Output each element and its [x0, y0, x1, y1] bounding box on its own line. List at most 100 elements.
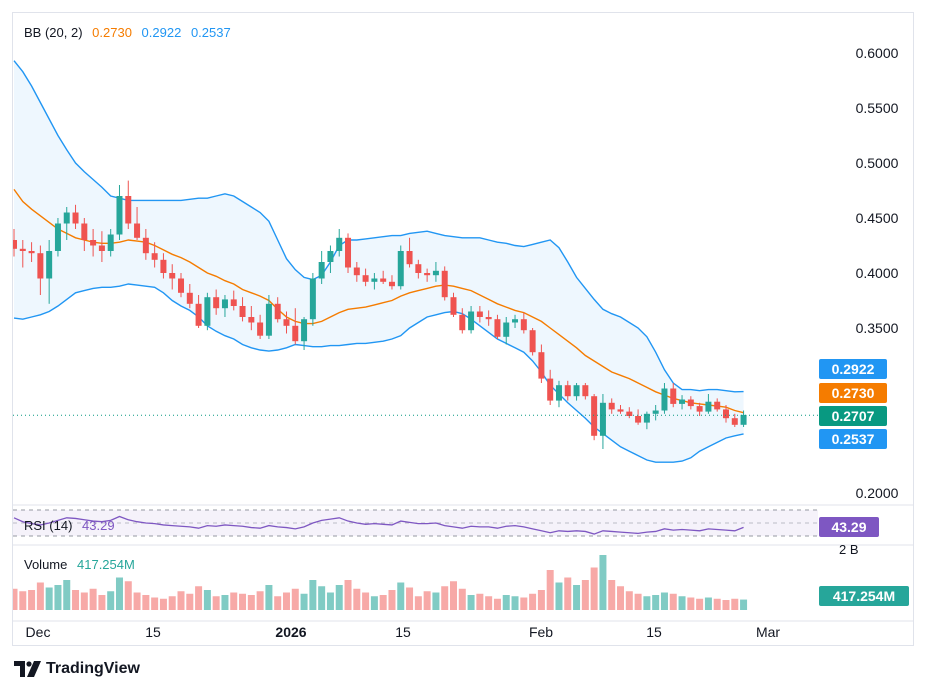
volume-bar	[432, 592, 440, 610]
volume-label: Volume	[24, 557, 68, 572]
candle-body	[468, 311, 475, 331]
candle-body	[345, 237, 352, 268]
candle-body	[564, 385, 571, 397]
last-price-badge-bg	[819, 406, 887, 426]
bb-legend[interactable]: BB (20, 2) 0.2730 0.2922 0.2537	[24, 25, 237, 40]
candle-body	[722, 409, 729, 419]
bb-lower-badge-bg	[819, 429, 887, 449]
candle-body	[538, 352, 545, 379]
bb-lower-badge-text: 0.2537	[832, 431, 875, 447]
candle-body	[90, 240, 97, 246]
volume-bar	[458, 588, 466, 610]
candle-body	[494, 319, 501, 337]
volume-bar	[450, 581, 457, 610]
candle-body	[485, 317, 492, 320]
volume-bar	[441, 586, 449, 610]
time-tick-label: 2026	[275, 624, 306, 640]
candle-body	[740, 414, 747, 425]
candle-body	[318, 262, 325, 279]
price-tick-label: 0.4500	[856, 210, 899, 226]
volume-bar	[669, 593, 677, 610]
volume-bar	[282, 592, 290, 610]
candle-body	[617, 409, 624, 412]
volume-value-badge-bg	[819, 586, 909, 606]
time-tick-label: Mar	[756, 624, 780, 640]
candle-body	[450, 297, 457, 315]
volume-bar	[186, 593, 194, 610]
candle-body	[476, 311, 483, 317]
volume-bar	[704, 597, 712, 610]
candle-body	[248, 317, 255, 323]
volume-bar	[643, 596, 651, 610]
candle-body	[186, 292, 193, 304]
bb-basis-line	[13, 188, 744, 414]
bb-basis-badge: 0.2730	[819, 383, 887, 403]
volume-bar	[13, 588, 18, 610]
candle-body	[125, 196, 132, 224]
volume-bar	[89, 588, 97, 610]
volume-bar	[177, 591, 185, 610]
tradingview-wordmark: TradingView	[46, 660, 140, 677]
volume-bar	[221, 595, 229, 610]
price-tick-label: 0.3500	[856, 320, 899, 336]
candle-body	[731, 418, 738, 425]
rsi-value-badge: 43.29	[819, 517, 879, 537]
volume-bar	[335, 585, 343, 610]
tradingview-logo-icon	[14, 661, 41, 677]
candle-body	[151, 253, 158, 260]
candle-body	[599, 402, 606, 436]
volume-bar	[687, 597, 695, 610]
volume-bar	[581, 580, 589, 610]
candle-body	[134, 223, 141, 238]
volume-bar	[520, 597, 528, 610]
volume-bar	[476, 593, 484, 610]
volume-value-badge: 417.254M	[819, 586, 909, 606]
candle-body	[424, 273, 431, 276]
volume-legend[interactable]: Volume 417.254M	[24, 557, 141, 572]
candle-body	[213, 297, 220, 309]
volume-bar	[740, 599, 748, 610]
rsi-label: RSI (14)	[24, 518, 73, 533]
volume-bar	[274, 596, 282, 610]
tradingview-logo[interactable]: TradingView	[14, 660, 140, 678]
candle-body	[116, 196, 123, 235]
volume-bar	[309, 580, 317, 610]
candle-body	[239, 306, 246, 317]
candle-body	[591, 396, 598, 436]
time-tick-label: 15	[646, 624, 662, 640]
volume-bar	[265, 585, 273, 610]
candle-body	[28, 251, 35, 254]
candle-body	[512, 319, 519, 323]
volume-bar	[660, 592, 668, 610]
candle-body	[178, 278, 185, 293]
volume-bar	[511, 596, 519, 610]
volume-bar	[256, 591, 264, 610]
volume-bar	[388, 590, 396, 610]
candle-body	[459, 314, 466, 331]
volume-bar	[115, 577, 123, 610]
last-price-badge-text: 0.2707	[832, 408, 875, 424]
rsi-legend[interactable]: RSI (14) 43.29	[24, 518, 121, 533]
time-tick-label: 15	[145, 624, 161, 640]
candle-body	[37, 253, 44, 279]
volume-bar	[63, 580, 71, 610]
volume-bar	[625, 591, 633, 610]
bb-basis-value: 0.2730	[92, 25, 132, 40]
candle-body	[169, 273, 176, 279]
bb-lower-badge: 0.2537	[819, 429, 887, 449]
volume-bar	[344, 580, 352, 610]
candle-body	[520, 319, 527, 331]
volume-bar	[168, 596, 176, 610]
candle-body	[705, 401, 712, 412]
volume-bar	[599, 555, 607, 610]
candle-body	[415, 264, 422, 273]
candle-body	[679, 399, 686, 404]
volume-bar	[203, 590, 211, 610]
volume-bar	[107, 591, 115, 610]
bb-upper-badge-text: 0.2922	[832, 361, 875, 377]
candle-body	[380, 278, 387, 282]
price-chart[interactable]: 0.6000 0.5500 0.5000 0.4500 0.4000 0.3500 0.20…	[13, 13, 913, 645]
candle-body	[547, 378, 554, 401]
candle-body	[142, 237, 149, 254]
candle-body	[441, 270, 448, 298]
